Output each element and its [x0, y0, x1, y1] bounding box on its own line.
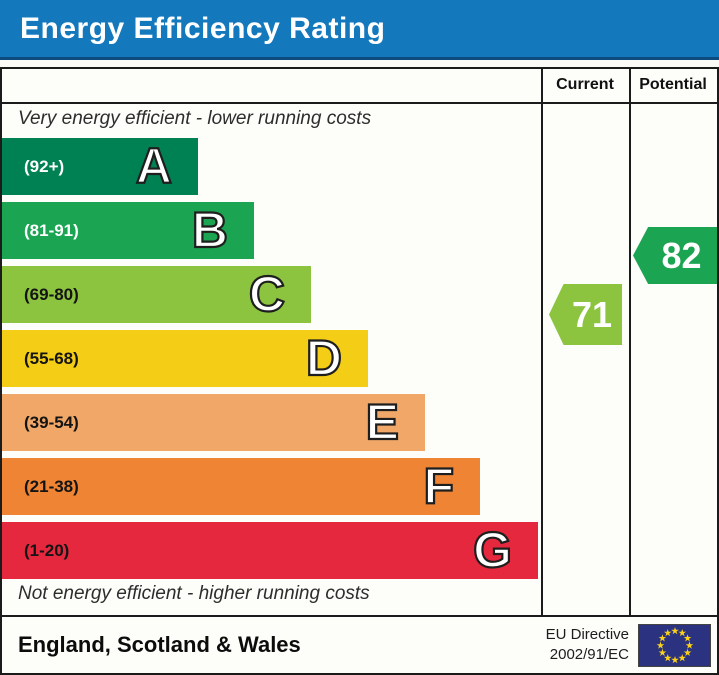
band-range-label: (55-68) — [24, 348, 79, 368]
column-header-current: Current — [556, 76, 614, 93]
rating-band: (39-54) E — [2, 393, 425, 451]
band-range-label: (39-54) — [24, 412, 79, 432]
band-letter: C — [248, 265, 286, 323]
page-title: Energy Efficiency Rating — [20, 11, 386, 45]
rating-band: (21-38) F — [2, 457, 480, 515]
column-divider-potential — [629, 69, 631, 615]
band-letter: D — [305, 329, 343, 387]
rating-band: (1-20) G — [2, 521, 538, 579]
band-range-label: (69-80) — [24, 284, 79, 304]
current-rating-value: 71 — [571, 293, 613, 335]
band-letter: G — [472, 521, 513, 579]
rating-band: (69-80) C — [2, 265, 311, 323]
potential-rating-value: 82 — [661, 234, 702, 276]
bottom-note: Not energy efficient - higher running co… — [18, 583, 370, 604]
band-range-label: (21-38) — [24, 476, 79, 496]
rating-band: (55-68) D — [2, 329, 368, 387]
eu-directive-label: EU Directive 2002/91/EC — [546, 625, 638, 666]
rating-band: (92+) A — [2, 137, 198, 195]
top-note: Very energy efficient - lower running co… — [18, 108, 372, 129]
footer: England, Scotland & Wales EU Directive 2… — [0, 617, 719, 675]
eu-flag-icon — [638, 623, 711, 667]
potential-rating-arrow: 82 — [633, 227, 717, 284]
header-divider — [2, 102, 717, 104]
eu-directive-line2: 2002/91/EC — [549, 646, 629, 663]
column-divider-current — [541, 69, 543, 615]
band-letter: A — [135, 137, 173, 195]
band-letter: E — [365, 393, 401, 451]
band-range-label: (1-20) — [24, 540, 70, 560]
eu-directive-line1: EU Directive — [545, 625, 629, 643]
current-rating-arrow: 71 — [549, 284, 622, 345]
column-header-potential: Potential — [639, 76, 707, 93]
title-banner: Energy Efficiency Rating — [0, 0, 719, 60]
band-range-label: (81-91) — [24, 220, 79, 240]
rating-band: (81-91) B — [2, 201, 254, 259]
band-letter: F — [422, 457, 455, 515]
band-letter: B — [191, 201, 229, 259]
energy-rating-chart: Current Potential Very energy efficient … — [0, 67, 719, 617]
region-label: England, Scotland & Wales — [18, 632, 301, 657]
band-range-label: (92+) — [24, 156, 65, 176]
